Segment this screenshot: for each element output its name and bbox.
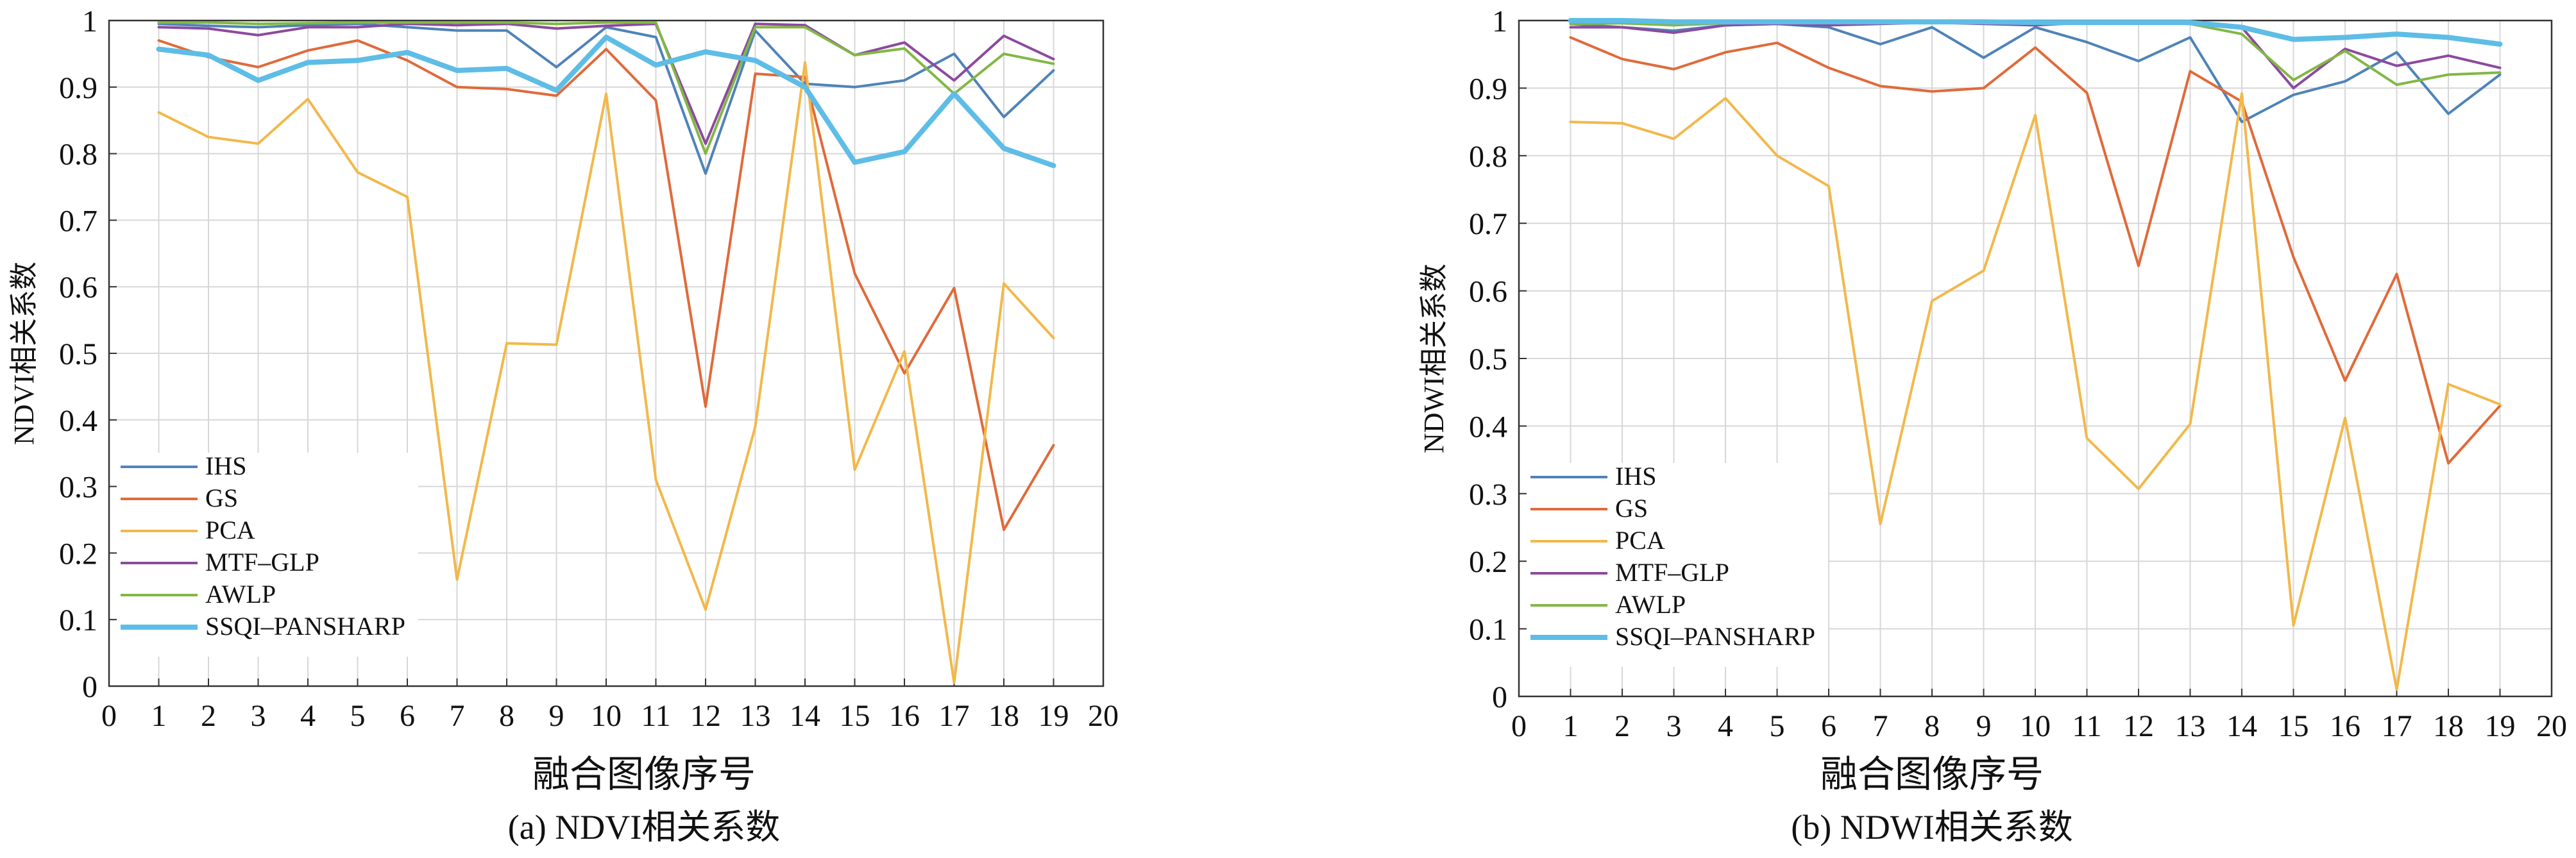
ndvi-x-tick-label: 1 (151, 699, 167, 733)
ndwi-x-tick-label: 11 (2072, 709, 2101, 743)
ndvi-legend-label: SSQI–PANSHARP (205, 612, 405, 641)
ndwi-x-tick-label: 5 (1770, 709, 1785, 743)
ndvi-y-tick-label: 0.8 (59, 138, 97, 172)
chart-panel-ndwi: 0 1 2 3 4 5 6 7 8 9 10 11 12 13 14 15 16 17 18 19 20 0 0.1 0.2 0… (1288, 0, 2576, 858)
ndvi-x-tick-label: 13 (740, 699, 771, 733)
ndvi-x-tick-label: 7 (450, 699, 465, 733)
ndvi-y-tick-label: 0.6 (59, 271, 97, 305)
ndwi-x-tick-label: 16 (2330, 709, 2360, 743)
ndvi-y-tick-label: 1 (82, 4, 97, 38)
ndvi-x-tick-label: 15 (840, 699, 870, 733)
ndwi-x-axis-title: 融合图像序号 (1820, 753, 2044, 795)
ndvi-legend-label: AWLP (205, 580, 276, 609)
ndvi-chart: 0 1 2 3 4 5 6 7 8 9 10 11 12 13 14 15 16 17 18 19 2000.10.20… (8, 4, 1119, 733)
ndwi-y-tick-label: 0.3 (1469, 478, 1507, 512)
ndvi-x-axis-title: 融合图像序号 (532, 753, 756, 795)
ndwi-y-tick-label: 0.2 (1469, 545, 1507, 579)
ndvi-x-tick-label: 5 (350, 699, 366, 733)
ndwi-y-tick-label: 0.5 (1469, 342, 1507, 376)
ndvi-x-tick-label: 16 (889, 699, 920, 733)
ndvi-legend-label: GS (205, 484, 238, 512)
ndwi-x-tick-label: 12 (2123, 709, 2154, 743)
ndwi-y-tick-label: 0.9 (1469, 72, 1507, 106)
ndvi-y-tick-label: 0.3 (59, 471, 97, 505)
ndvi-x-tick-label: 12 (690, 699, 721, 733)
ndvi-x-tick-label: 14 (790, 699, 820, 733)
ndvi-x-tick-label: 10 (591, 699, 622, 733)
ndvi-legend-label: IHS (205, 451, 246, 480)
ndwi-legend-label: IHS (1615, 462, 1656, 491)
ndwi-y-tick-label: 0.6 (1469, 275, 1507, 309)
ndwi-x-tick-label: 18 (2433, 709, 2464, 743)
ndvi-x-tick-label: 19 (1038, 699, 1069, 733)
ndvi-axes-frame (108, 19, 1105, 687)
ndwi-y-tick-label: 1 (1492, 4, 1507, 38)
ndwi-x-tick-label: 8 (1924, 709, 1940, 743)
ndvi-x-tick-label: 4 (300, 699, 316, 733)
ndvi-x-tick-label: 2 (201, 699, 216, 733)
ndwi-x-tick-label: 9 (1976, 709, 1992, 743)
ndvi-x-tick-label: 9 (549, 699, 564, 733)
ndvi-x-tick-label: 8 (499, 699, 514, 733)
ndwi-legend-label: GS (1615, 494, 1648, 523)
ndvi-x-tick-label: 6 (400, 699, 415, 733)
ndvi-y-axis-title: NDVI相关系数 (8, 262, 40, 445)
ndvi-y-tick-label: 0 (82, 670, 97, 704)
ndwi-legend-label: AWLP (1615, 590, 1686, 619)
ndwi-y-tick-label: 0.7 (1469, 207, 1507, 241)
ndvi-x-tick-label: 11 (641, 699, 670, 733)
ndwi-y-tick-label: 0.4 (1469, 410, 1507, 444)
ndwi-x-tick-label: 4 (1718, 709, 1733, 743)
ndwi-x-tick-label: 20 (2536, 709, 2567, 743)
ndvi-x-tick-label: 0 (101, 699, 117, 733)
ndwi-x-tick-label: 0 (1511, 709, 1527, 743)
chart-panel-ndvi: 0 1 2 3 4 5 6 7 8 9 10 11 12 13 14 15 16 17 18 19 20 0 0.1 0.2 0… (8, 4, 1119, 846)
ndwi-legend-label: PCA (1615, 526, 1665, 555)
ndvi-legend-box (117, 453, 418, 657)
ndvi-y-tick-label: 0.4 (59, 404, 97, 438)
ndvi-y-tick-label: 0.5 (59, 337, 97, 371)
ndwi-x-tick-label: 19 (2485, 709, 2516, 743)
ndvi-x-tick-label: 17 (939, 699, 970, 733)
ndvi-y-tick-label: 0.7 (59, 204, 97, 238)
ndvi-y-tick-label: 0.1 (59, 603, 97, 637)
ndvi-legend-label: PCA (205, 516, 255, 544)
ndwi-legend-box (1527, 463, 1828, 667)
ndwi-y-tick-label: 0 (1492, 680, 1507, 714)
ndwi-legend-label: SSQI–PANSHARP (1615, 622, 1815, 651)
ndwi-x-tick-label: 6 (1821, 709, 1836, 743)
ndvi-y-tick-label: 0.2 (59, 537, 97, 571)
ndwi-x-tick-label: 13 (2175, 709, 2206, 743)
ndwi-y-axis-title: NDWI相关系数 (1418, 264, 1450, 453)
ndwi-y-tick-label: 0.1 (1469, 613, 1507, 647)
ndwi-y-tick-label: 0.8 (1469, 140, 1507, 174)
ndvi-legend-label: MTF–GLP (205, 548, 319, 576)
ndwi-x-tick-label: 17 (2382, 709, 2412, 743)
ndvi-x-tick-label: 20 (1088, 699, 1119, 733)
ndvi-caption: (a) NDVI相关系数 (507, 808, 781, 846)
ndvi-y-tick-label: 0.9 (59, 71, 97, 105)
ndwi-legend-label: MTF–GLP (1615, 558, 1729, 587)
ndwi-x-tick-label: 1 (1563, 709, 1579, 743)
ndwi-x-tick-label: 14 (2226, 709, 2257, 743)
ndwi-x-tick-label: 3 (1666, 709, 1682, 743)
ndwi-chart: 0 1 2 3 4 5 6 7 8 9 10 11 12 13 14 15 16 17 18 19 2000.10.20… (1418, 4, 2567, 743)
ndvi-x-tick-label: 18 (988, 699, 1019, 733)
ndvi-x-tick-label: 3 (251, 699, 266, 733)
ndwi-x-tick-label: 15 (2278, 709, 2309, 743)
ndwi-x-tick-label: 7 (1873, 709, 1888, 743)
ndwi-x-tick-label: 2 (1614, 709, 1630, 743)
ndwi-caption: (b) NDWI相关系数 (1791, 808, 2073, 846)
ndwi-x-tick-label: 10 (2020, 709, 2051, 743)
